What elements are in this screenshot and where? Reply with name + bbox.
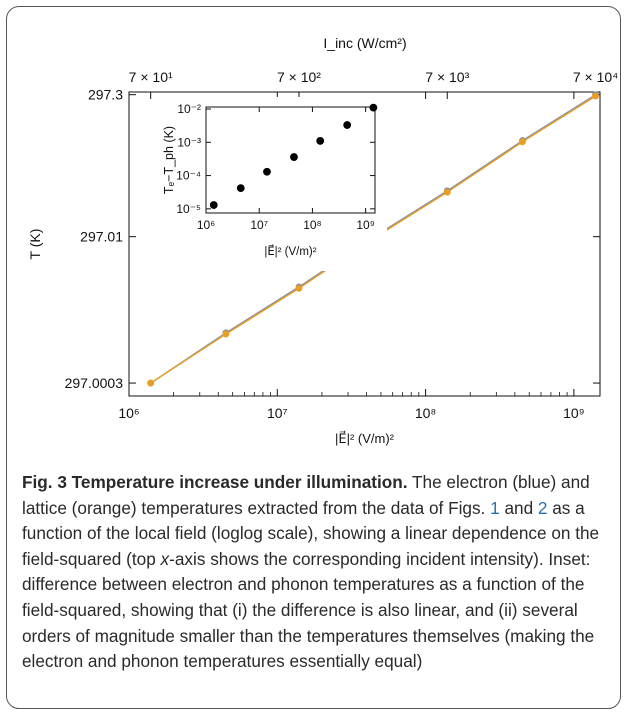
caption-text-2: and xyxy=(499,497,538,518)
caption-text-1: The electron (blue) and lattice (orange)… xyxy=(22,472,590,518)
point-lattice xyxy=(519,138,526,146)
x-tick-label: 10⁷ xyxy=(267,405,288,421)
inset-chart: 10⁶ 10⁷ 10⁸ 10⁹ 10⁻⁵ 10⁻⁴ 10⁻³ 10⁻² |E⃗|² (V/m)²… xyxy=(156,97,387,271)
x-tick-label: 10⁶ xyxy=(118,405,139,421)
inset-point xyxy=(263,167,271,176)
inset-x-tick-label: 10⁷ xyxy=(250,218,268,232)
inset-x-axis-label: |E⃗|² (V/m)² xyxy=(264,243,316,258)
point-lattice xyxy=(443,188,451,196)
figure-caption: Fig. 3 Temperature increase under illumi… xyxy=(22,470,612,675)
caption-text-3: as a function of the local field (loglog… xyxy=(22,497,600,569)
point-lattice xyxy=(147,379,155,387)
inset-y-tick-label: 10⁻⁵ xyxy=(176,202,201,216)
top-tick-label: 7 × 10² xyxy=(277,69,321,85)
inset-y-tick-label: 10⁻² xyxy=(177,102,201,116)
inset-y-axis-label: Tₑ−T_ph (K) xyxy=(162,126,176,194)
caption-fig-ref-2[interactable]: 2 xyxy=(537,497,548,518)
x-tick-label: 10⁹ xyxy=(563,405,585,421)
y-tick-label: 297.01 xyxy=(80,229,123,245)
y-tick-label: 297.0003 xyxy=(65,375,124,391)
inset-point xyxy=(369,103,378,112)
y-tick-label: 297.3 xyxy=(88,87,123,103)
inset-background xyxy=(156,97,387,271)
caption-italic-x: x xyxy=(160,548,170,569)
top-axis-label: I_inc (W/cm²) xyxy=(323,35,406,51)
point-lattice xyxy=(295,284,303,292)
inset-x-tick-label: 10⁸ xyxy=(303,218,321,232)
top-tick-label: 7 × 10¹ xyxy=(129,69,173,85)
inset-x-tick-label: 10⁶ xyxy=(197,218,215,232)
caption-lead: Fig. 3 Temperature increase under illumi… xyxy=(22,472,408,492)
y-axis-label: T (K) xyxy=(27,229,43,260)
point-lattice xyxy=(222,330,230,338)
caption-text-4: -axis shows the corresponding incident i… xyxy=(22,548,595,672)
inset-point xyxy=(290,153,298,161)
inset-point xyxy=(316,137,325,145)
figure-frame xyxy=(6,6,621,709)
inset-plot-frame xyxy=(205,106,376,214)
inset-y-tick-label: 10⁻³ xyxy=(177,135,201,149)
top-tick-label: 7 × 10⁴ xyxy=(573,69,618,85)
inset-point xyxy=(343,121,352,129)
main-chart: 10⁶ 10⁷ 10⁸ 10⁹ 7 × 10¹ 7 × 10² 7 × 10³ 7 × 10⁴… xyxy=(27,35,618,446)
point-lattice xyxy=(592,92,599,100)
x-axis-label: |E⃗|² (V/m)² xyxy=(335,431,395,446)
inset-x-tick-label: 10⁹ xyxy=(356,218,375,232)
main-plot-frame xyxy=(128,91,601,397)
caption-fig-ref-1[interactable]: 1 xyxy=(490,497,500,518)
inset-point xyxy=(209,201,218,209)
x-tick-label: 10⁸ xyxy=(415,405,437,421)
inset-point xyxy=(236,184,245,193)
figure-canvas: 10⁶ 10⁷ 10⁸ 10⁹ 7 × 10¹ 7 × 10² 7 × 10³ 7 × 10⁴… xyxy=(27,35,618,446)
top-tick-label: 7 × 10³ xyxy=(425,69,469,85)
inset-y-tick-label: 10⁻⁴ xyxy=(176,169,201,183)
